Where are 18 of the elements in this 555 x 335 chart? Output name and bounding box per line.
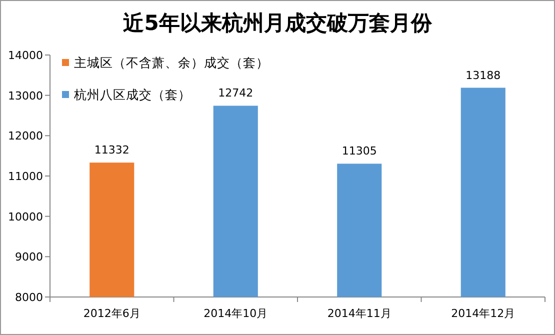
x-tick-label: 2014年12月 [451,307,516,320]
chart-title: 近5年以来杭州月成交破万套月份 [122,11,433,35]
y-tick-label: 14000 [8,49,43,62]
y-tick-label: 8000 [15,291,43,304]
y-tick-label: 12000 [8,130,43,143]
x-tick-label: 2014年11月 [327,307,392,320]
data-label: 13188 [466,68,501,82]
x-tick-label: 2014年10月 [204,307,268,320]
legend-label: 杭州八区成交（套） [73,87,191,102]
legend-label: 主城区（不含萧、余）成交（套） [74,55,269,70]
y-tick-label: 13000 [8,89,43,102]
x-tick-label: 2012年6月 [83,307,140,320]
data-label: 12742 [218,86,254,100]
data-label: 11305 [342,144,377,158]
y-tick-label: 9000 [15,250,43,264]
y-tick-label: 10000 [8,210,43,224]
data-label: 11332 [94,144,130,157]
y-tick-label: 11000 [8,170,43,183]
